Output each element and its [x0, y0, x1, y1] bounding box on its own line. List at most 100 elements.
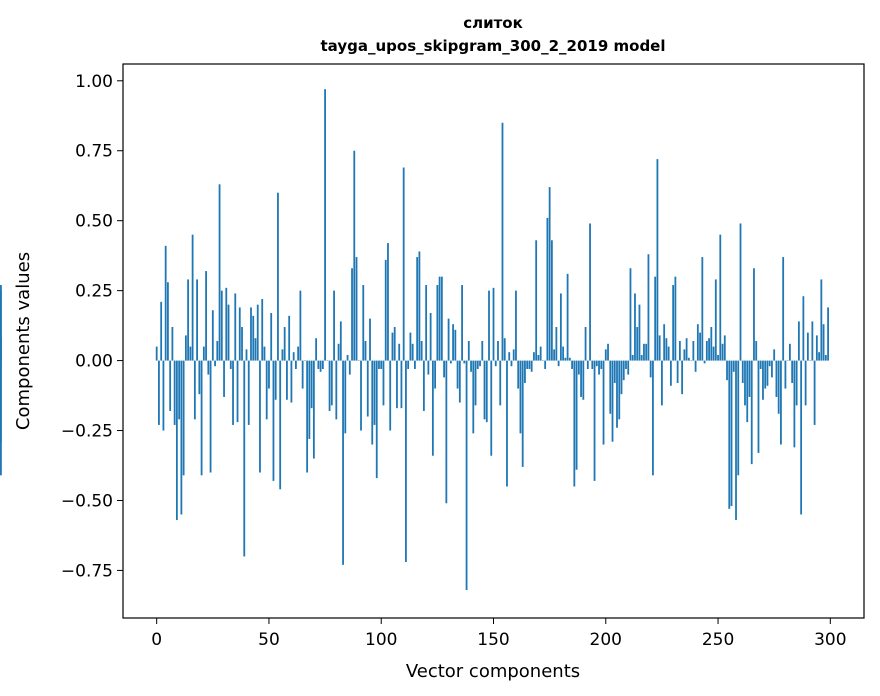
bar	[178, 360, 181, 420]
bar	[328, 360, 331, 411]
bar	[640, 354, 643, 361]
y-tick-label: −0.50	[61, 491, 113, 511]
bar	[295, 360, 297, 369]
bar	[802, 296, 805, 361]
bar	[375, 360, 378, 479]
bar	[712, 346, 715, 361]
bar	[652, 360, 654, 476]
bar	[710, 327, 713, 361]
bar	[708, 338, 710, 361]
bar	[721, 343, 724, 361]
bar	[559, 293, 562, 361]
bar	[616, 360, 618, 428]
bar	[265, 360, 268, 420]
bar	[218, 184, 221, 361]
bar	[243, 360, 246, 557]
bar	[508, 352, 511, 361]
bar	[189, 346, 192, 361]
bar	[497, 341, 499, 361]
bar	[461, 285, 463, 361]
bar	[762, 360, 764, 400]
bar	[580, 360, 582, 397]
bar	[247, 360, 250, 425]
bar	[447, 318, 450, 361]
bar	[411, 343, 414, 361]
bar	[755, 341, 758, 361]
bar	[661, 360, 663, 406]
bar	[330, 360, 333, 406]
bar	[288, 315, 291, 361]
bar	[272, 360, 275, 481]
bar	[191, 234, 194, 361]
bar	[806, 332, 809, 361]
y-tick-label: 0.00	[75, 352, 113, 372]
bar	[692, 341, 695, 361]
bar	[483, 360, 486, 420]
bar	[209, 360, 212, 473]
bar	[286, 360, 288, 400]
bar	[422, 360, 425, 411]
bar	[310, 360, 313, 409]
bars-group	[0, 89, 829, 591]
bar	[663, 324, 666, 361]
y-tick-label: 0.25	[75, 282, 113, 302]
bar	[470, 360, 472, 372]
bar	[250, 307, 252, 361]
bar	[202, 346, 205, 361]
bar	[431, 360, 434, 456]
bar	[229, 360, 232, 369]
bar	[526, 360, 529, 369]
bar	[800, 360, 803, 515]
bar	[414, 360, 416, 369]
bar	[200, 360, 203, 476]
bar	[324, 89, 326, 361]
bar	[591, 360, 594, 369]
bar	[672, 285, 675, 361]
bar	[353, 150, 356, 361]
bar	[791, 360, 794, 383]
bar	[714, 279, 717, 361]
bar	[613, 360, 616, 383]
bar	[342, 360, 344, 565]
bar	[795, 360, 798, 406]
bar	[474, 360, 477, 406]
bar	[169, 360, 172, 411]
bar	[555, 327, 558, 361]
bar	[723, 335, 726, 361]
bar	[537, 354, 540, 361]
bar	[234, 293, 237, 361]
bar	[789, 343, 791, 361]
bar	[777, 360, 780, 414]
bar	[409, 332, 412, 361]
bar	[521, 360, 524, 467]
bar	[793, 360, 796, 448]
bar	[196, 279, 198, 361]
bar	[645, 343, 648, 361]
bar	[405, 360, 407, 563]
bar	[434, 360, 437, 389]
bar	[281, 349, 284, 361]
bar	[685, 338, 688, 361]
bar	[586, 360, 589, 369]
bar	[335, 360, 338, 420]
bar	[824, 354, 827, 361]
chart-title: слиток	[463, 14, 523, 32]
bar	[719, 234, 722, 361]
bar	[577, 360, 580, 375]
bar	[746, 360, 749, 423]
bar	[167, 282, 169, 361]
bar	[669, 360, 672, 386]
bar	[564, 357, 567, 361]
bar	[344, 360, 347, 434]
bar	[515, 290, 517, 361]
bar	[427, 360, 430, 375]
x-axis-ticks: 0 50 100 150 200 250 300	[151, 618, 847, 650]
bar	[766, 360, 769, 386]
bar	[362, 285, 365, 361]
bar	[465, 360, 468, 591]
bar	[452, 324, 454, 361]
bar	[216, 341, 219, 361]
bar	[827, 307, 829, 361]
bar	[268, 360, 270, 389]
